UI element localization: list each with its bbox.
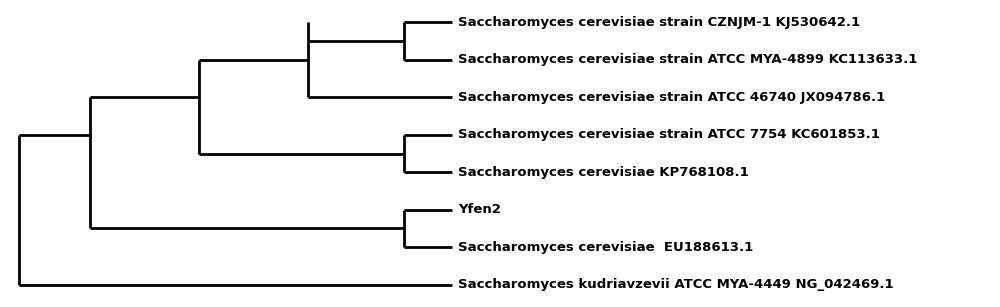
Text: Saccharomyces cerevisiae KP768108.1: Saccharomyces cerevisiae KP768108.1: [458, 166, 749, 179]
Text: Yfen2: Yfen2: [458, 203, 501, 216]
Text: Saccharomyces kudriavzevii ATCC MYA-4449 NG_042469.1: Saccharomyces kudriavzevii ATCC MYA-4449…: [458, 278, 894, 291]
Text: Saccharomyces cerevisiae strain ATCC 46740 JX094786.1: Saccharomyces cerevisiae strain ATCC 467…: [458, 91, 886, 104]
Text: Saccharomyces cerevisiae strain ATCC 7754 KC601853.1: Saccharomyces cerevisiae strain ATCC 775…: [458, 128, 880, 141]
Text: Saccharomyces cerevisiae strain CZNJM-1 KJ530642.1: Saccharomyces cerevisiae strain CZNJM-1 …: [458, 16, 860, 29]
Text: Saccharomyces cerevisiae strain ATCC MYA-4899 KC113633.1: Saccharomyces cerevisiae strain ATCC MYA…: [458, 53, 918, 66]
Text: Saccharomyces cerevisiae  EU188613.1: Saccharomyces cerevisiae EU188613.1: [458, 241, 754, 254]
